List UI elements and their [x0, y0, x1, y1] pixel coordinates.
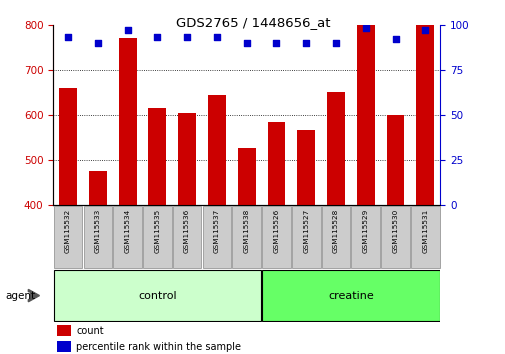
Text: GSM115532: GSM115532 [65, 209, 71, 253]
Bar [386, 115, 403, 205]
Point [301, 40, 310, 46]
FancyBboxPatch shape [83, 206, 112, 268]
Bar [356, 25, 374, 205]
Point [391, 36, 399, 42]
FancyBboxPatch shape [202, 206, 231, 268]
Text: GSM115528: GSM115528 [332, 209, 338, 253]
Point [361, 25, 369, 31]
Point [93, 40, 102, 46]
FancyBboxPatch shape [143, 206, 171, 268]
Text: percentile rank within the sample: percentile rank within the sample [76, 342, 241, 352]
FancyBboxPatch shape [113, 206, 141, 268]
Bar [326, 92, 344, 205]
Text: GSM115530: GSM115530 [392, 209, 398, 253]
Text: GSM115531: GSM115531 [422, 209, 428, 253]
FancyBboxPatch shape [410, 206, 439, 268]
Bar [148, 108, 166, 205]
Text: GSM115529: GSM115529 [362, 209, 368, 253]
FancyBboxPatch shape [54, 270, 261, 321]
Point [331, 40, 339, 46]
FancyBboxPatch shape [321, 206, 349, 268]
Bar [178, 113, 195, 205]
Bar [57, 325, 70, 336]
Bar [59, 88, 77, 205]
Point [272, 40, 280, 46]
Bar [416, 25, 433, 205]
Point [213, 35, 221, 40]
Text: GSM115537: GSM115537 [214, 209, 220, 253]
Point [242, 40, 250, 46]
Bar [57, 341, 70, 353]
FancyBboxPatch shape [173, 206, 201, 268]
Text: count: count [76, 326, 104, 336]
Text: GSM115527: GSM115527 [302, 209, 309, 253]
FancyBboxPatch shape [291, 206, 320, 268]
FancyBboxPatch shape [262, 270, 439, 321]
Text: GSM115535: GSM115535 [154, 209, 160, 253]
FancyBboxPatch shape [380, 206, 409, 268]
Bar [297, 130, 315, 205]
Point [123, 27, 131, 33]
Point [421, 27, 429, 33]
Text: GSM115538: GSM115538 [243, 209, 249, 253]
FancyBboxPatch shape [351, 206, 379, 268]
Bar [267, 122, 285, 205]
FancyBboxPatch shape [232, 206, 261, 268]
Text: agent: agent [5, 291, 35, 301]
Text: GDS2765 / 1448656_at: GDS2765 / 1448656_at [175, 16, 330, 29]
Bar [208, 95, 225, 205]
Bar [237, 148, 255, 205]
Bar [89, 171, 107, 205]
Point [183, 35, 191, 40]
Text: control: control [138, 291, 176, 301]
Text: GSM115533: GSM115533 [94, 209, 100, 253]
FancyBboxPatch shape [54, 206, 82, 268]
Point [64, 35, 72, 40]
Text: GSM115534: GSM115534 [124, 209, 130, 253]
Text: GSM115536: GSM115536 [184, 209, 190, 253]
Point [153, 35, 161, 40]
Text: creatine: creatine [327, 291, 373, 301]
Bar [118, 38, 136, 205]
FancyBboxPatch shape [262, 206, 290, 268]
Text: GSM115526: GSM115526 [273, 209, 279, 253]
